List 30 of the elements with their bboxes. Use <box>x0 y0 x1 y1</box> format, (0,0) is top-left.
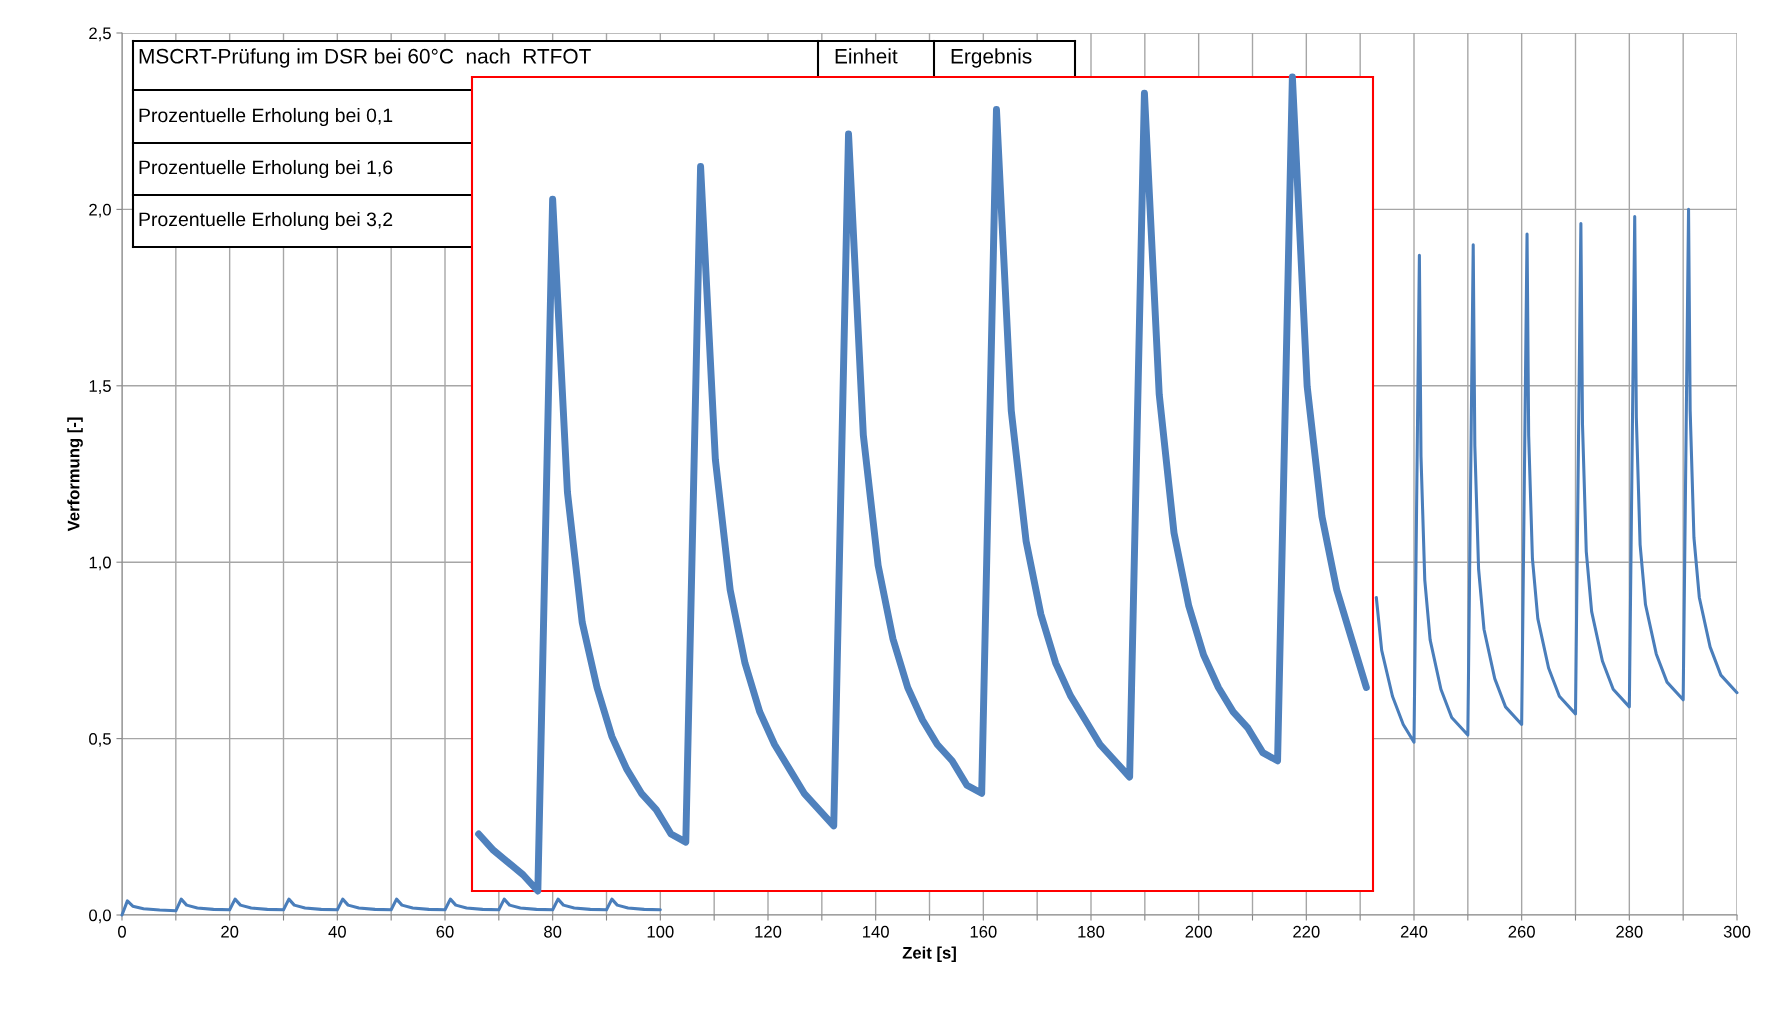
x-tick-label: 0 <box>118 925 126 938</box>
y-tick-label: 0,5 <box>89 733 111 747</box>
x-tick-label: 80 <box>544 925 562 938</box>
x-tick-label: 220 <box>1293 925 1320 938</box>
annotation: Einheit <box>835 48 898 64</box>
x-tick-label: 40 <box>328 925 346 938</box>
y-tick-label: 2,5 <box>89 27 111 42</box>
annotation: Prozentuelle Erholung bei 0,1 <box>139 107 393 127</box>
y-tick-label: 1,0 <box>89 556 111 571</box>
x-tick-label: 280 <box>1616 925 1643 938</box>
y-tick-label: 1,5 <box>89 380 111 394</box>
x-tick-label: 240 <box>1400 925 1428 938</box>
x-axis-title: Zeit [s] <box>902 946 956 963</box>
x-tick-label: 140 <box>863 925 889 938</box>
y-tick-label: 0,0 <box>89 909 111 924</box>
annotation: Ergebnis <box>951 48 1032 68</box>
annotation: MSCRT-Prüfung im DSR bei 60°C nach RTFOT <box>139 48 591 68</box>
x-tick-label: 120 <box>755 925 782 938</box>
annotation: Prozentuelle Erholung bei 1,6 <box>139 159 393 179</box>
x-tick-label: 20 <box>221 925 239 938</box>
y-axis-title: Verformung [-] <box>67 417 83 532</box>
x-tick-label: 300 <box>1723 925 1751 938</box>
x-tick-label: 160 <box>970 925 997 938</box>
x-tick-label: 60 <box>436 925 454 938</box>
x-tick-label: 260 <box>1508 925 1535 938</box>
x-tick-label: 180 <box>1078 925 1105 938</box>
x-tick-label: 100 <box>647 925 674 938</box>
x-tick-label: 200 <box>1185 925 1212 938</box>
y-tick-label: 2,0 <box>89 203 111 218</box>
annotation: Prozentuelle Erholung bei 3,2 <box>139 211 393 231</box>
